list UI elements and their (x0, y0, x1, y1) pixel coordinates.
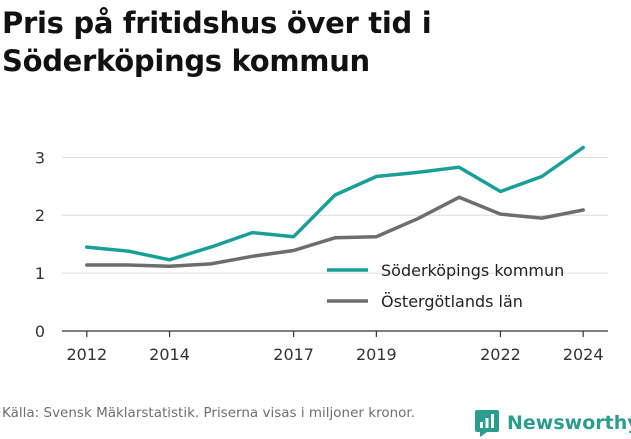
x-tick-label: 2012 (66, 345, 107, 364)
y-tick-label: 0 (35, 322, 45, 341)
series-line (85, 195, 585, 268)
legend-label: Söderköpings kommun (381, 261, 564, 280)
x-tick-label: 2024 (563, 345, 604, 364)
chart-title: Pris på fritidshus över tid i Söderköpin… (2, 6, 432, 78)
x-tick-label: 2014 (149, 345, 190, 364)
y-tick-label: 2 (35, 206, 45, 225)
x-tick-label: 2022 (480, 345, 521, 364)
brand-name: Newsworthy (507, 412, 631, 434)
y-axis-ticks: 0 1 2 3 (35, 148, 45, 341)
series-line (85, 145, 585, 262)
x-tick-label: 2017 (273, 345, 314, 364)
newsworthy-brand[interactable]: Newsworthy (474, 407, 631, 439)
legend-label: Östergötlands län (381, 292, 523, 311)
y-tick-label: 1 (35, 264, 45, 283)
x-axis: 2012 2014 2017 2019 2022 2024 (62, 330, 608, 364)
source-note: Källa: Svensk Mäklarstatistik. Priserna … (2, 405, 416, 421)
series-lines (85, 145, 585, 268)
x-tick-label: 2019 (356, 345, 397, 364)
newsworthy-logo-icon (475, 410, 499, 437)
legend: Söderköpings kommun Östergötlands län (327, 261, 564, 311)
y-tick-label: 3 (35, 148, 45, 167)
